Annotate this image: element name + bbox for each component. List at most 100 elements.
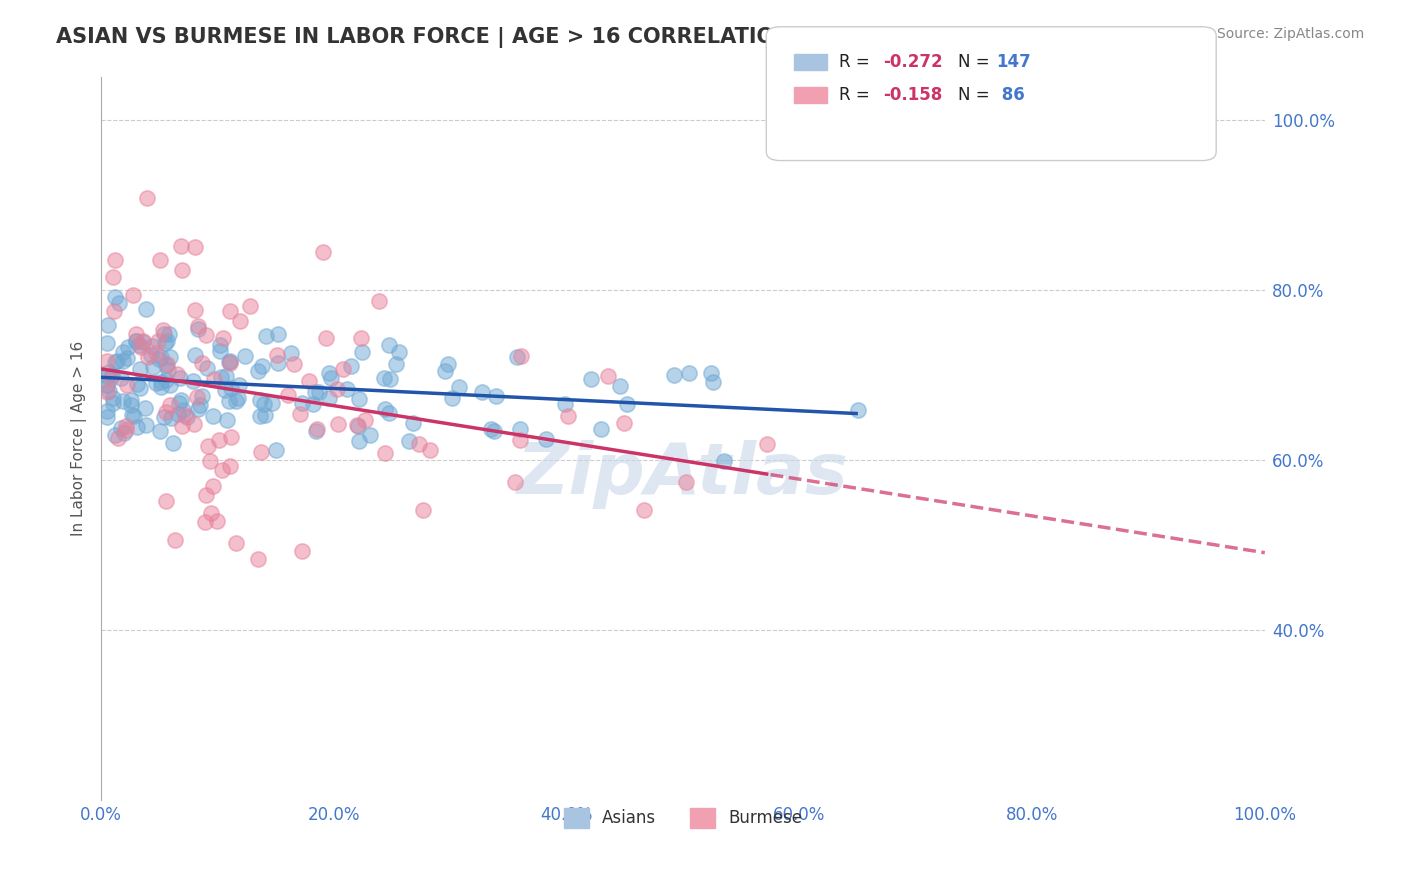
Point <box>166 368 188 382</box>
Point <box>101 391 124 405</box>
Point <box>254 409 277 423</box>
Point <box>675 475 697 489</box>
Point <box>173 409 195 423</box>
Point <box>136 350 159 364</box>
Point <box>211 331 233 345</box>
Point <box>187 322 209 336</box>
Point <box>162 435 184 450</box>
Point <box>135 417 157 432</box>
Point <box>100 368 122 382</box>
Point <box>98 384 121 398</box>
Point <box>312 245 335 260</box>
Point <box>132 334 155 349</box>
Point <box>509 349 531 363</box>
Point <box>298 374 321 388</box>
Point <box>110 371 132 385</box>
Point <box>218 355 240 369</box>
Point <box>148 351 170 366</box>
Point <box>105 354 128 368</box>
Point <box>156 334 179 348</box>
Point <box>308 384 330 399</box>
Point <box>201 479 224 493</box>
Text: 147: 147 <box>995 53 1031 70</box>
Point <box>402 416 425 430</box>
Point <box>209 343 232 358</box>
Point <box>167 407 190 421</box>
Point <box>129 340 152 354</box>
Point <box>101 395 124 409</box>
Point <box>713 453 735 467</box>
Point <box>125 334 148 349</box>
Point <box>129 362 152 376</box>
Point <box>846 402 869 417</box>
Point <box>159 378 181 392</box>
Point <box>149 376 172 390</box>
Point <box>254 328 277 343</box>
Point <box>260 396 283 410</box>
Point <box>156 357 179 371</box>
Point <box>96 410 118 425</box>
Point <box>155 405 177 419</box>
Point <box>96 384 118 399</box>
Point <box>702 376 724 390</box>
Point <box>214 383 236 397</box>
Point <box>246 551 269 566</box>
Point <box>201 409 224 423</box>
Point <box>336 382 359 396</box>
Point <box>104 428 127 442</box>
Point <box>170 393 193 408</box>
Point <box>159 399 181 413</box>
Text: 86: 86 <box>995 86 1025 103</box>
Point <box>146 334 169 348</box>
Point <box>135 301 157 316</box>
Point <box>326 417 349 431</box>
Point <box>209 370 232 384</box>
Point <box>557 409 579 423</box>
Point <box>633 503 655 517</box>
Point <box>340 359 363 373</box>
Point <box>228 377 250 392</box>
Point <box>616 397 638 411</box>
Text: R =: R = <box>838 53 875 70</box>
Point <box>408 436 430 450</box>
Point <box>368 294 391 309</box>
Point <box>132 334 155 349</box>
Point <box>509 434 531 448</box>
Point <box>160 411 183 425</box>
Point <box>186 390 208 404</box>
Point <box>197 439 219 453</box>
Point <box>155 358 177 372</box>
Point <box>96 378 118 392</box>
Y-axis label: In Labor Force | Age > 16: In Labor Force | Age > 16 <box>72 341 87 536</box>
Point <box>266 443 288 458</box>
Point <box>219 303 242 318</box>
Point <box>225 535 247 549</box>
Point <box>176 409 198 424</box>
Point <box>267 356 290 370</box>
Point <box>208 433 231 447</box>
Point <box>156 363 179 377</box>
Point <box>449 380 471 394</box>
Point <box>350 344 373 359</box>
Point <box>112 426 135 441</box>
Point <box>347 392 370 406</box>
Point <box>554 396 576 410</box>
Point <box>347 419 370 434</box>
Point <box>217 413 239 427</box>
Point <box>374 445 396 459</box>
Point <box>387 344 409 359</box>
Point <box>219 430 242 444</box>
Point <box>96 404 118 418</box>
Point <box>678 366 700 380</box>
Point <box>378 406 401 420</box>
Point <box>183 417 205 431</box>
Point <box>346 418 368 433</box>
Point <box>211 463 233 477</box>
Point <box>169 371 191 385</box>
Point <box>305 424 328 438</box>
Point <box>96 378 118 392</box>
Text: N =: N = <box>957 53 990 70</box>
Point <box>202 372 225 386</box>
Point <box>191 356 214 370</box>
Point <box>613 416 636 430</box>
